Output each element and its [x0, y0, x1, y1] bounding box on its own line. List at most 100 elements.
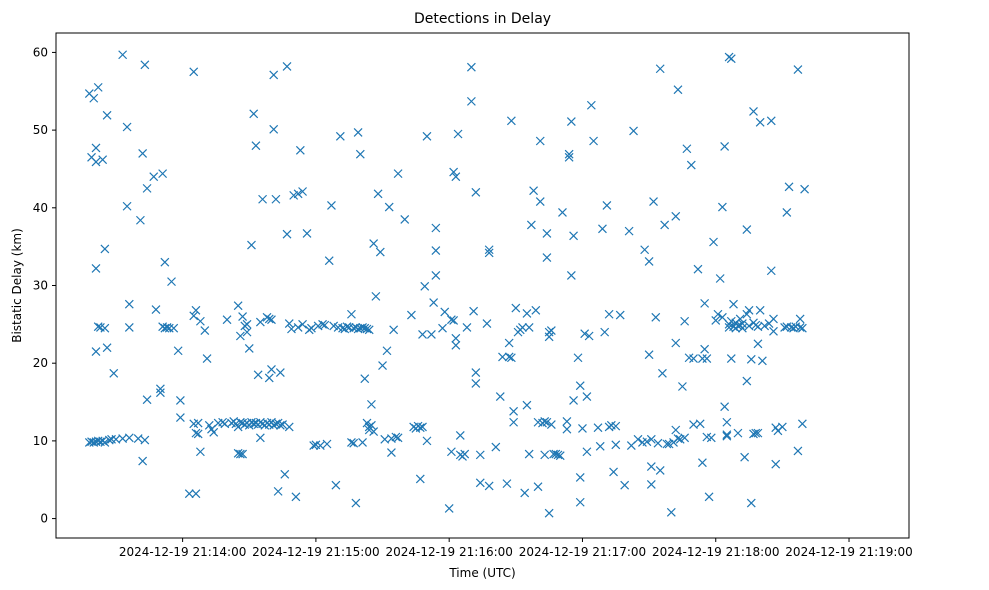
x-tick-label: 2024-12-19 21:14:00 [119, 545, 246, 559]
data-point [509, 417, 519, 427]
data-point [96, 323, 105, 332]
data-point [466, 62, 476, 72]
data-point [275, 420, 285, 430]
data-point [91, 143, 101, 153]
data-point [378, 361, 387, 370]
data-point [422, 436, 432, 446]
data-point [124, 299, 134, 309]
data-point [149, 172, 159, 182]
data-point [524, 323, 534, 332]
data-point [322, 439, 332, 449]
data-point [740, 452, 750, 462]
data-point [287, 324, 296, 334]
data-point [449, 316, 459, 325]
data-point [677, 382, 687, 391]
y-axis-title: Bistatic Delay (km) [10, 228, 24, 343]
data-point [495, 392, 505, 402]
data-point [633, 434, 643, 444]
chart-title: Detections in Delay [414, 11, 551, 27]
data-point [755, 305, 765, 315]
data-point [673, 85, 683, 95]
data-point [546, 420, 556, 429]
data-point [713, 309, 723, 319]
data-point [122, 122, 132, 132]
data-point [598, 224, 607, 234]
data-point [757, 356, 767, 366]
data-point [371, 291, 381, 301]
data-point [780, 323, 790, 332]
data-point [542, 253, 552, 262]
data-point [295, 145, 305, 155]
data-point [533, 482, 543, 492]
data-point [242, 327, 252, 337]
data-point [722, 417, 732, 427]
data-point [342, 322, 352, 332]
data-point [666, 507, 676, 517]
data-point [189, 67, 199, 77]
data-point [284, 422, 294, 432]
data-point [620, 480, 630, 490]
data-point [264, 373, 274, 383]
data-point [122, 201, 132, 211]
data-point [595, 441, 605, 451]
data-point [247, 240, 256, 250]
data-point [100, 438, 110, 447]
data-point [362, 324, 372, 334]
data-point [566, 270, 576, 280]
data-point [367, 399, 376, 409]
data-point [138, 148, 148, 158]
y-tick-label: 20 [33, 356, 48, 370]
data-point [347, 438, 356, 447]
data-point [575, 497, 585, 507]
data-point [406, 310, 416, 320]
data-point [737, 319, 747, 328]
y-axis-ticks: 0 10 20 30 40 50 60 [33, 45, 56, 526]
data-point [682, 144, 692, 154]
data-point [600, 327, 610, 337]
data-point [751, 428, 761, 438]
data-point [640, 245, 650, 255]
data-point [766, 266, 776, 276]
data-point [167, 277, 176, 287]
data-point [91, 263, 101, 273]
data-point [744, 305, 754, 315]
data-point [686, 160, 696, 170]
data-point [649, 197, 658, 207]
data-point [233, 301, 243, 311]
data-point [315, 441, 325, 450]
data-point [91, 347, 101, 356]
data-point [118, 50, 128, 60]
data-point [484, 245, 494, 255]
data-point [742, 225, 752, 234]
data-point [142, 395, 152, 405]
data-point [298, 319, 307, 329]
data-point [200, 326, 210, 335]
data-point [717, 312, 727, 322]
data-point [546, 326, 556, 335]
data-point [175, 396, 185, 405]
data-point [540, 417, 550, 426]
data-point [582, 447, 592, 457]
x-tick-label: 2024-12-19 21:18:00 [652, 545, 779, 559]
data-point [93, 436, 103, 446]
data-point [258, 194, 268, 204]
data-point [280, 469, 290, 479]
data-point [653, 438, 663, 448]
data-point [302, 229, 312, 238]
data-point [589, 136, 598, 146]
x-tick-label: 2024-12-19 21:19:00 [785, 545, 912, 559]
data-point [729, 299, 738, 309]
data-point [191, 305, 201, 315]
data-point [351, 498, 361, 508]
data-point [235, 449, 245, 459]
data-point [544, 508, 554, 518]
data-point [251, 141, 261, 151]
data-point [555, 451, 565, 461]
data-point [502, 479, 512, 489]
data-point [475, 450, 485, 460]
data-point [484, 481, 494, 491]
data-point [140, 435, 150, 445]
data-point [389, 325, 399, 335]
data-point [386, 448, 396, 457]
data-point [418, 422, 427, 432]
